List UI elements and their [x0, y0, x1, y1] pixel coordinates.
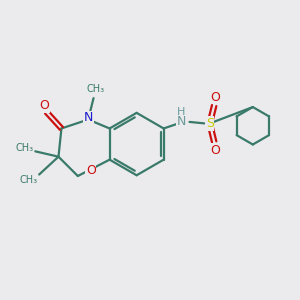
Text: S: S [206, 117, 214, 130]
Text: H: H [176, 107, 185, 117]
Text: N: N [177, 116, 186, 128]
Text: CH₃: CH₃ [16, 143, 34, 153]
Text: O: O [40, 99, 50, 112]
Text: O: O [211, 144, 220, 157]
Text: O: O [86, 164, 96, 177]
Text: CH₃: CH₃ [87, 84, 105, 94]
Text: O: O [211, 91, 220, 104]
Text: CH₃: CH₃ [20, 175, 38, 185]
Text: N: N [83, 111, 93, 124]
